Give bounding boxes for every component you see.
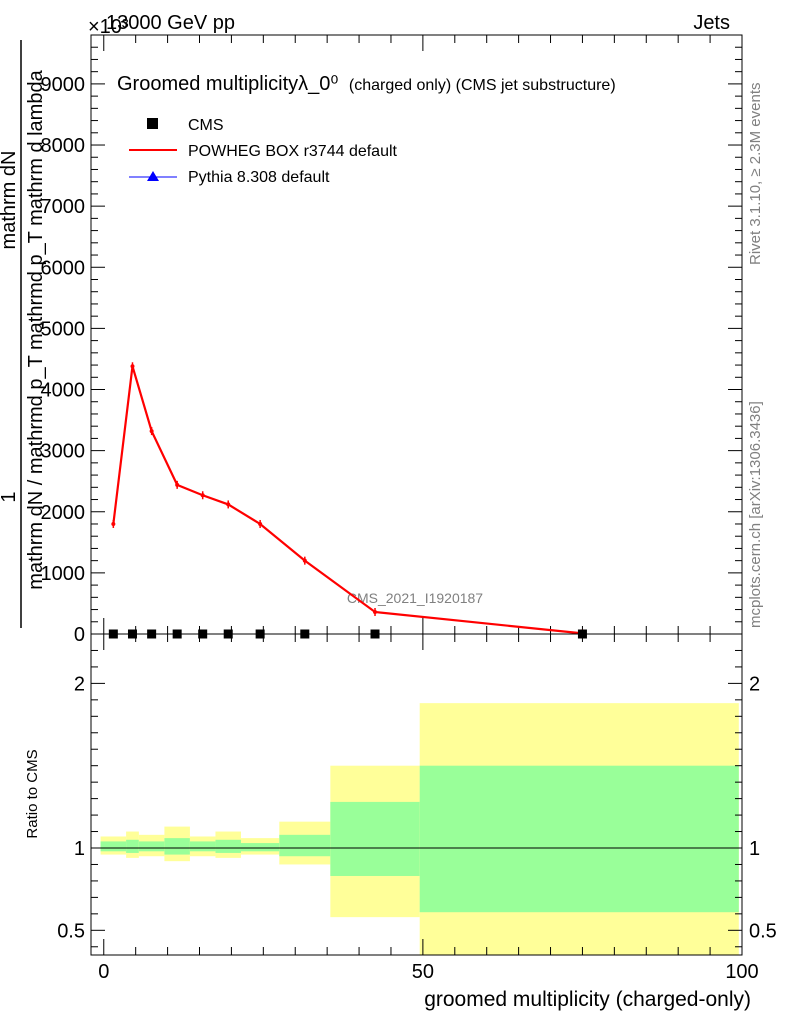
ratio-bands	[100, 703, 739, 955]
main-y-tick-label: 9000	[41, 74, 86, 96]
mcplots-label: mcplots.cern.ch [arXiv:1306.3436]	[747, 401, 764, 628]
powheg-point	[258, 521, 263, 526]
legend-powheg-label: POWHEG BOX r3744 default	[188, 143, 398, 160]
ratio-y-tick-label-right: 1	[749, 838, 760, 860]
main-y-tick-label: 1000	[41, 563, 86, 585]
main-y-tick-labels: 0 1000 2000 3000 4000 5000 6000 7000 8000 9000	[41, 74, 86, 646]
main-y-tick-label: 7000	[41, 196, 86, 218]
ratio-y-label: Ratio to CMS	[24, 749, 41, 838]
ratio-axis-ticks	[91, 634, 743, 955]
ratio-y-tick-label-right: 0.5	[749, 920, 777, 942]
ratio-green-band	[100, 841, 127, 852]
ratio-green-band	[330, 801, 420, 876]
main-y-tick-label: 5000	[41, 318, 86, 340]
x-axis-label: groomed multiplicity (charged-only)	[424, 988, 751, 1011]
y-exponent-label: ×10³	[88, 16, 129, 38]
analysis-watermark: CMS_2021_I1920187	[347, 590, 483, 606]
main-y-tick-label: 6000	[41, 257, 86, 279]
legend-pythia-label: Pythia 8.308 default	[188, 169, 330, 186]
powheg-line	[112, 365, 583, 635]
header-energy: 13000 GeV pp	[106, 12, 235, 34]
main-y-tick-label: 3000	[41, 441, 86, 463]
ratio-x-tick-label: 0	[98, 961, 109, 983]
powheg-point	[226, 502, 231, 507]
y-label-denominator: mathrm dN / mathrmd p_T mathrmd p_T math…	[25, 69, 47, 589]
ratio-green-band	[126, 839, 139, 853]
main-y-tick-label: 8000	[41, 135, 86, 157]
main-y-label: 1 mathrm dN mathrm dN / mathrmd p_T math…	[0, 40, 47, 628]
ratio-green-band	[419, 765, 739, 913]
powheg-point	[130, 364, 135, 369]
ratio-y-tick-label: 0.5	[57, 920, 85, 942]
powheg-point	[149, 429, 154, 434]
powheg-point	[200, 493, 205, 498]
ratio-x-tick-label: 50	[412, 961, 434, 983]
ratio-x-tick-label: 100	[725, 961, 758, 983]
legend-cms-marker	[147, 118, 158, 129]
main-plot: 0 1000 2000 3000 4000 5000 6000 7000 8000 9000 CM…	[0, 34, 743, 646]
powheg-point	[302, 558, 307, 563]
ratio-green-band	[138, 841, 165, 852]
y-label-numerator-dn: mathrm dN	[0, 151, 20, 250]
main-title: Groomed multiplicityλ_0⁰ (charged only) …	[117, 73, 616, 95]
ratio-y-tick-label: 2	[74, 673, 85, 695]
main-title-text: Groomed multiplicityλ_0⁰	[117, 73, 338, 95]
ratio-green-band	[240, 843, 280, 852]
legend-pythia-marker	[147, 171, 159, 181]
main-y-tick-label: 4000	[41, 380, 86, 402]
ratio-frame	[90, 633, 743, 956]
main-y-tick-label: 2000	[41, 502, 86, 524]
powheg-point	[373, 609, 378, 614]
ratio-y-tick-labels: 0.5 0.5 1 1 2 2	[57, 673, 777, 942]
ratio-green-band	[164, 838, 190, 855]
powheg-point	[175, 482, 180, 487]
main-y-tick-label: 0	[74, 624, 85, 646]
header-jets: Jets	[693, 12, 730, 34]
ratio-y-tick-label: 1	[74, 838, 85, 860]
main-title-suffix: (charged only) (CMS jet substructure)	[349, 77, 616, 94]
ratio-green-band	[189, 841, 216, 852]
ratio-green-band	[279, 834, 331, 857]
main-axis-ticks	[91, 35, 743, 635]
rivet-label: Rivet 3.1.10, ≥ 2.3M events	[747, 83, 764, 266]
y-label-numerator-one: 1	[0, 491, 20, 502]
powheg-point	[111, 521, 116, 526]
ratio-green-band	[215, 839, 241, 853]
legend-cms-label: CMS	[188, 117, 224, 134]
ratio-x-tick-labels: 0 50 100	[98, 961, 758, 983]
legend: CMS POWHEG BOX r3744 default Pythia 8.30…	[129, 117, 398, 186]
ratio-y-tick-label-right: 2	[749, 673, 760, 695]
ratio-plot: 0.5 0.5 1 1 2 2 0 50 100 Ratio to CMS groomed m…	[24, 633, 777, 1011]
